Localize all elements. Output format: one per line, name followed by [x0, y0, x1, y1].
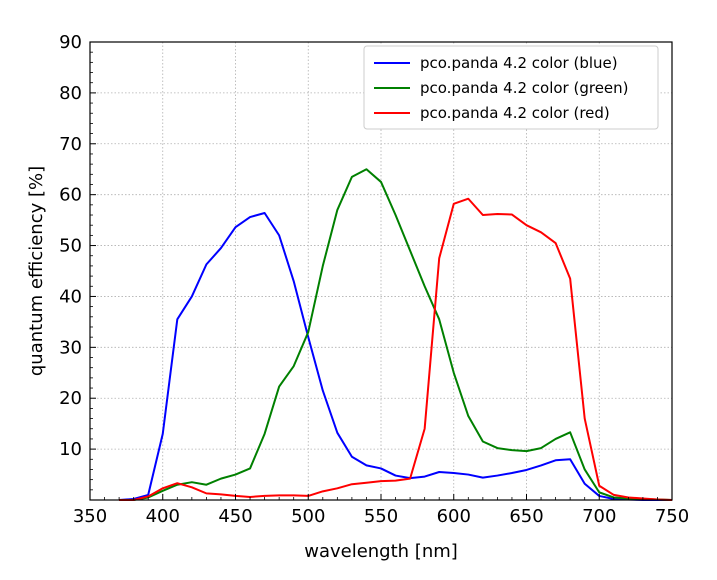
grid [90, 42, 672, 500]
y-tick-label: 70 [59, 134, 82, 155]
y-tick-label: 90 [59, 32, 82, 53]
legend: pco.panda 4.2 color (blue) pco.panda 4.2 … [363, 45, 659, 130]
y-tick-label: 20 [59, 388, 82, 409]
x-tick-label: 550 [364, 506, 398, 527]
y-tick-label: 10 [59, 439, 82, 460]
legend-box [363, 45, 659, 130]
x-tick-label: 400 [146, 506, 180, 527]
y-tick-label: 50 [59, 236, 82, 257]
series-line-2 [119, 197, 673, 501]
series-line-0 [119, 211, 672, 501]
y-tick-label: 60 [59, 185, 82, 206]
y-tick-label: 80 [59, 83, 82, 104]
y-axis-label: quantum efficiency [%] [26, 166, 47, 376]
x-tick-label: 350 [73, 506, 107, 527]
legend-label-0: pco.panda 4.2 color (blue) [420, 54, 618, 72]
series-layer [119, 168, 673, 501]
x-axis-label: wavelength [nm] [304, 541, 458, 562]
y-tick-label: 30 [59, 337, 82, 358]
x-tick-label: 500 [291, 506, 325, 527]
legend-label-2: pco.panda 4.2 color (red) [420, 104, 610, 122]
legend-label-1: pco.panda 4.2 color (green) [420, 79, 629, 97]
ticks [89, 41, 673, 500]
y-tick-label: 40 [59, 286, 82, 307]
tick-labels: 350 400 450 500 550 600 650 700 750 10 20 30 40 50 60 7… [59, 32, 689, 527]
x-tick-label: 750 [655, 506, 689, 527]
x-tick-label: 700 [582, 506, 616, 527]
x-tick-label: 650 [509, 506, 543, 527]
x-tick-label: 450 [218, 506, 252, 527]
x-tick-label: 600 [437, 506, 471, 527]
series-line-1 [119, 168, 673, 501]
